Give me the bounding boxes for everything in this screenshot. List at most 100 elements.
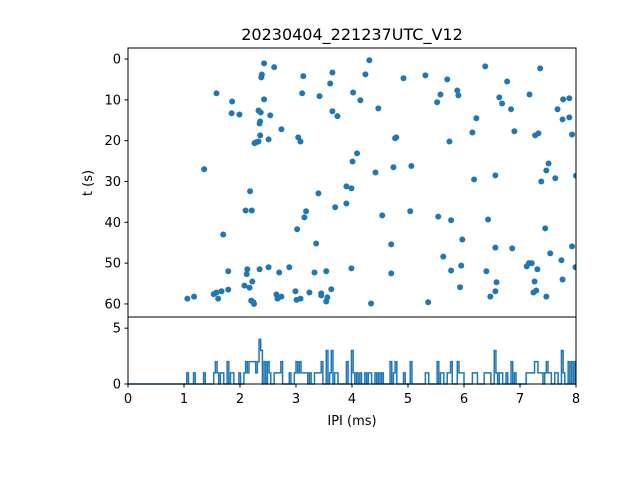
scatter-point — [533, 287, 540, 294]
scatter-point — [251, 300, 257, 307]
scatter-point — [294, 226, 301, 233]
scatter-point — [572, 264, 576, 271]
scatter-point — [248, 207, 255, 214]
scatter-point — [569, 131, 576, 138]
scatter-point — [213, 90, 220, 97]
scatter-point — [236, 111, 243, 118]
scatter-point — [243, 271, 250, 278]
scatter-point — [257, 132, 264, 139]
scatter-point — [448, 217, 455, 224]
scatter-point — [299, 90, 306, 97]
x-tick-label: 4 — [348, 392, 356, 407]
scatter-point — [508, 106, 515, 113]
scatter-point — [315, 190, 322, 197]
scatter-point — [366, 57, 373, 64]
scatter-point — [573, 172, 576, 179]
scatter-point — [301, 214, 308, 221]
scatter-point — [350, 89, 357, 96]
scatter-point — [256, 266, 263, 273]
scatter-point — [535, 130, 542, 137]
scatter-point — [504, 78, 511, 85]
scatter-point — [271, 64, 278, 71]
scatter-point — [362, 71, 369, 78]
scatter-point — [526, 91, 533, 98]
scatter-point — [485, 216, 492, 223]
x-tick-label: 0 — [124, 392, 132, 407]
scatter-point — [379, 212, 386, 219]
y-axis-label: t (s) — [81, 170, 96, 196]
scatter-point — [201, 166, 208, 173]
scatter-point — [400, 75, 407, 82]
scatter-point — [444, 76, 451, 83]
scatter-point — [422, 72, 429, 79]
scatter-point — [372, 169, 379, 176]
scatter-point — [265, 136, 272, 143]
scatter-point — [323, 298, 330, 305]
scatter-point — [247, 188, 254, 195]
scatter-point — [511, 128, 518, 135]
scatter-point — [559, 116, 566, 123]
scatter-point — [492, 288, 499, 295]
scatter-point — [258, 74, 265, 81]
y-tick-label: 0 — [113, 53, 121, 68]
scatter-point — [558, 257, 565, 264]
scatter-point — [458, 262, 465, 269]
scatter-point — [313, 240, 320, 247]
scatter-point — [566, 114, 573, 121]
scatter-point — [343, 200, 350, 207]
scatter-point — [343, 183, 350, 190]
scatter-point — [440, 253, 447, 260]
scatter-point — [228, 110, 235, 117]
scatter-point — [408, 162, 415, 169]
scatter-point — [531, 278, 538, 285]
scatter-point — [210, 291, 217, 298]
scatter-point — [328, 286, 335, 293]
scatter-axes: 0 10 20 30 40 50 60 — [104, 47, 577, 318]
scatter-point — [303, 208, 310, 215]
y-tick-label: 50 — [104, 257, 121, 272]
x-tick-label: 3 — [292, 392, 300, 407]
scatter-points — [184, 57, 576, 307]
y-tick-label: 60 — [104, 297, 121, 312]
scatter-point — [229, 98, 236, 105]
scatter-point — [459, 236, 466, 243]
scatter-point — [455, 92, 462, 99]
scatter-point — [220, 231, 227, 238]
scatter-point — [276, 269, 283, 276]
hist-y-tick-label: 0 — [113, 378, 121, 393]
y-tick-label: 10 — [104, 93, 121, 108]
scatter-point — [446, 138, 453, 145]
scatter-point — [425, 299, 432, 306]
scatter-point — [407, 208, 414, 215]
hist-y-tick-label: 5 — [113, 322, 121, 337]
scatter-point — [292, 288, 299, 295]
scatter-point — [542, 225, 549, 232]
scatter-point — [454, 87, 461, 94]
scatter-point — [560, 96, 567, 103]
scatter-point — [256, 120, 263, 127]
scatter-y-ticks: 0 10 20 30 40 50 60 — [104, 53, 128, 312]
scatter-point — [390, 164, 397, 171]
scatter-point — [435, 213, 442, 220]
scatter-point — [457, 284, 464, 291]
x-ticks: 0 1 2 3 4 5 6 7 8 — [124, 384, 580, 407]
scatter-point — [257, 109, 264, 116]
scatter-point — [559, 276, 566, 283]
scatter-point — [434, 99, 441, 106]
scatter-point — [297, 295, 304, 302]
scatter-point — [323, 268, 330, 275]
y-tick-label: 30 — [104, 175, 121, 190]
scatter-point — [349, 158, 356, 165]
scatter-point — [528, 260, 535, 267]
scatter-point — [265, 264, 272, 271]
scatter-point — [554, 106, 561, 113]
scatter-point — [348, 265, 355, 272]
scatter-point — [297, 138, 304, 145]
x-tick-label: 8 — [572, 392, 580, 407]
scatter-point — [469, 129, 476, 136]
x-tick-label: 7 — [516, 392, 524, 407]
scatter-point — [543, 293, 550, 300]
scatter-point — [278, 293, 285, 300]
